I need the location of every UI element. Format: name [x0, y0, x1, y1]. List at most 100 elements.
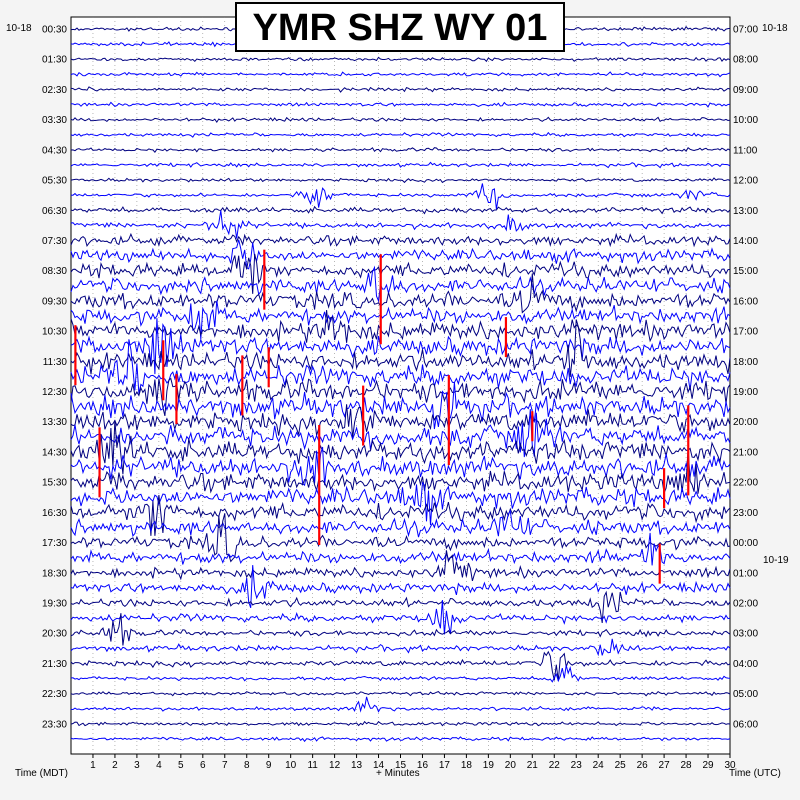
x-tick-label: 15 [395, 760, 407, 771]
trace-row [70, 690, 731, 697]
right-time-label: 02:00 [733, 598, 758, 609]
right-time-label: 11:00 [733, 145, 758, 156]
trace-row [70, 161, 731, 169]
right-time-label: 22:00 [733, 478, 758, 489]
date-change-label: 10-19 [763, 555, 789, 566]
trace-row [70, 638, 731, 657]
left-time-label: 06:30 [42, 206, 67, 217]
x-tick-label: 17 [439, 760, 451, 771]
trace-row [70, 720, 731, 727]
x-tick-label: 8 [244, 760, 250, 771]
trace-row [70, 253, 731, 294]
x-tick-label: 22 [549, 760, 561, 771]
left-time-label: 00:30 [42, 25, 67, 36]
trace-row [70, 131, 731, 138]
x-tick-label: 10 [285, 760, 297, 771]
left-time-label: 19:30 [42, 598, 67, 609]
x-tick-label: 29 [702, 760, 714, 771]
trace-row [70, 599, 731, 635]
right-time-label: 16:00 [733, 296, 758, 307]
trace-row [70, 590, 731, 623]
left-time-label: 23:30 [42, 719, 67, 730]
left-time-label: 16:30 [42, 508, 67, 519]
trace-row [70, 420, 731, 475]
left-time-label: 11:30 [43, 357, 68, 368]
x-tick-label: 27 [659, 760, 671, 771]
x-tick-label: 7 [222, 760, 228, 771]
left-time-labels: 00:30 01:30 02:30 03:30 04:30 05:30 06:30 07:30… [42, 25, 67, 731]
trace-row [70, 56, 731, 63]
x-tick-label: 3 [134, 760, 140, 771]
x-tick-label: 4 [156, 760, 162, 771]
right-time-label: 05:00 [733, 689, 758, 700]
left-time-label: 13:30 [42, 417, 67, 428]
left-time-label: 15:30 [42, 478, 67, 489]
left-time-label: 20:30 [42, 629, 67, 640]
chart-title: YMR SHZ WY 01 [253, 7, 548, 49]
trace-row [70, 116, 731, 124]
trace-row [70, 532, 731, 566]
right-time-label: 20:00 [733, 417, 758, 428]
left-time-label: 10:30 [42, 327, 67, 338]
left-time-label: 02:30 [42, 85, 67, 96]
trace-row [70, 86, 731, 93]
right-time-label: 13:00 [733, 206, 758, 217]
right-time-label: 19:00 [733, 387, 758, 398]
trace-row [70, 409, 731, 458]
left-axis-label: Time (MDT) [15, 768, 68, 779]
right-time-label: 01:00 [733, 568, 758, 579]
trace-row [70, 310, 731, 343]
left-time-label: 22:30 [42, 689, 67, 700]
trace-row [70, 273, 731, 314]
title-box [235, 2, 565, 52]
trace-row [70, 377, 731, 417]
x-tick-label: 13 [351, 760, 363, 771]
right-time-label: 08:00 [733, 55, 758, 66]
x-tick-label: 5 [178, 760, 184, 771]
trace-row [70, 382, 731, 430]
trace-row [70, 565, 731, 609]
left-time-label: 03:30 [42, 115, 67, 126]
right-time-label: 04:00 [733, 659, 758, 670]
x-axis-ticks: 1 2 3 4 5 6 7 8 9 10 11 12 13 14 15 16 17 18 19 20 21 22 23 24 2… [90, 754, 736, 771]
x-tick-label: 25 [615, 760, 627, 771]
trace-row [70, 513, 731, 563]
trace-row [70, 205, 731, 215]
trace-row [70, 101, 731, 108]
x-tick-label: 6 [200, 760, 206, 771]
trace-row [70, 265, 731, 303]
trace-row [70, 404, 731, 439]
x-tick-label: 14 [373, 760, 385, 771]
left-time-label: 07:30 [42, 236, 67, 247]
x-tick-label: 20 [505, 760, 517, 771]
trace-row [70, 736, 731, 743]
right-time-label: 10:00 [733, 115, 758, 126]
right-time-label: 21:00 [733, 447, 758, 458]
trace-row [70, 319, 731, 378]
trace-row [70, 481, 731, 526]
left-time-label: 04:30 [42, 145, 67, 156]
trace-row [70, 446, 731, 487]
trace-row [70, 665, 731, 683]
trace-row [70, 650, 731, 681]
trace-row [70, 146, 731, 154]
left-time-label: 17:30 [42, 538, 67, 549]
x-tick-label: 2 [112, 760, 118, 771]
trace-row [70, 210, 731, 239]
left-time-label: 09:30 [42, 296, 67, 307]
trace-row [70, 339, 731, 394]
right-time-label: 00:00 [733, 538, 758, 549]
right-time-label: 09:00 [733, 85, 758, 96]
x-tick-label: 23 [571, 760, 583, 771]
date-right: 10-18 [762, 23, 788, 34]
x-tick-label: 18 [461, 760, 473, 771]
left-time-label: 18:30 [42, 568, 67, 579]
left-time-label: 01:30 [42, 55, 67, 66]
x-tick-label: 11 [307, 760, 318, 771]
trace-row [70, 495, 731, 536]
x-tick-label: 26 [637, 760, 649, 771]
left-time-label: 21:30 [42, 659, 67, 670]
x-tick-label: 30 [724, 760, 736, 771]
trace-row [70, 232, 731, 248]
